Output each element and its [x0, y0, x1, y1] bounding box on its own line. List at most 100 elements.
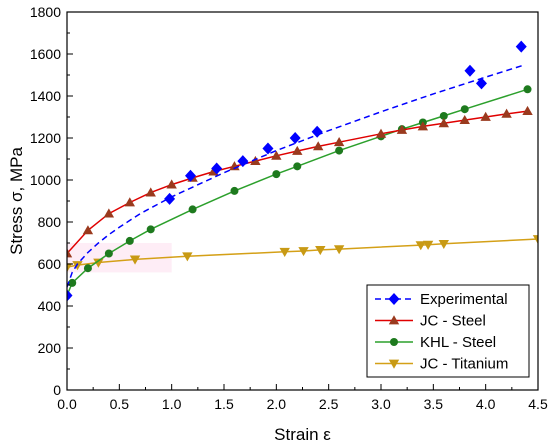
data-point: [82, 225, 94, 235]
data-point: [93, 258, 104, 268]
data-point: [298, 247, 309, 257]
data-point: [68, 278, 77, 287]
data-point: [129, 255, 141, 265]
x-tick-label: 2.0: [267, 396, 287, 412]
legend-item: JC - Steel: [375, 313, 486, 330]
data-point: [164, 192, 176, 205]
data-point: [250, 155, 261, 165]
data-point: [464, 64, 476, 77]
data-point: [438, 239, 449, 250]
x-tick-label: 3.0: [371, 396, 391, 412]
y-tick-label: 1800: [30, 4, 61, 20]
legend-item: Experimental: [375, 291, 508, 308]
y-tick-label: 0: [53, 382, 61, 398]
series-line: [67, 64, 523, 288]
data-point: [293, 162, 302, 171]
series-experimental: [67, 40, 527, 302]
y-tick-label: 1200: [30, 130, 61, 146]
x-tick-label: 4.5: [528, 396, 548, 412]
data-point: [501, 108, 512, 118]
x-tick-label: 4.0: [476, 396, 496, 412]
legend: Experimental JC - Steel KHL - Steel JC - Ti…: [366, 284, 530, 378]
series-khl-steel: [67, 85, 532, 300]
data-point: [72, 261, 83, 271]
legend-marker: [388, 315, 400, 325]
y-tick-label: 600: [38, 256, 62, 272]
data-point: [422, 240, 434, 250]
data-point: [182, 252, 193, 262]
data-point: [237, 155, 249, 168]
series-jc-steel: [67, 105, 533, 258]
data-point: [315, 246, 326, 256]
data-point: [67, 248, 73, 258]
data-point: [438, 118, 449, 128]
x-tick-label: 1.0: [162, 396, 182, 412]
series-line: [67, 110, 528, 255]
data-point: [333, 245, 345, 255]
series-layer: [67, 40, 538, 302]
legend-marker: [388, 359, 400, 369]
legend-label: JC - Titanium: [420, 356, 508, 373]
data-point: [439, 111, 448, 120]
legend-marker: [390, 338, 398, 346]
x-tick-label: 0.5: [110, 396, 130, 412]
x-axis-title: Strain ε: [274, 425, 331, 444]
data-point: [279, 247, 290, 258]
y-tick-label: 1400: [30, 88, 61, 104]
data-point: [480, 111, 491, 121]
x-tick-label: 0.0: [57, 396, 77, 412]
y-tick-label: 400: [38, 298, 62, 314]
data-point: [396, 124, 408, 134]
data-point: [230, 186, 239, 195]
data-point: [289, 132, 301, 144]
data-point: [313, 141, 324, 151]
data-point: [459, 114, 470, 125]
data-point: [67, 263, 73, 273]
data-point: [375, 128, 387, 138]
data-point: [292, 145, 303, 155]
y-tick-label: 800: [38, 214, 62, 230]
data-point: [83, 264, 92, 273]
data-point: [104, 249, 113, 258]
data-point: [523, 85, 532, 94]
data-point: [515, 40, 527, 53]
legend-marker: [388, 293, 400, 305]
data-point: [532, 235, 538, 245]
data-point: [415, 241, 426, 251]
data-point: [272, 170, 281, 179]
data-point: [166, 179, 177, 189]
data-point: [262, 142, 274, 155]
data-point: [211, 162, 223, 175]
data-point: [271, 150, 282, 160]
data-point: [475, 77, 487, 90]
data-point: [103, 208, 115, 218]
data-point: [188, 205, 197, 214]
data-point: [146, 225, 155, 234]
data-point: [335, 146, 344, 155]
legend-label: KHL - Steel: [420, 334, 496, 351]
axes-layer: 0.0 0.5 1.0 1.5 2.0 2.5 3.0 3.5 4.0 4.5 0 200 400 600…: [30, 4, 548, 412]
data-point: [185, 169, 197, 182]
x-tick-label: 2.5: [319, 396, 339, 412]
x-tick-label: 1.5: [214, 396, 234, 412]
data-point: [67, 289, 73, 302]
legend-label: Experimental: [420, 291, 508, 308]
series-jc-titanium: [67, 235, 538, 273]
data-point: [311, 125, 323, 138]
legend-item: KHL - Steel: [375, 334, 496, 351]
data-point: [460, 105, 469, 114]
legend-item: JC - Titanium: [375, 356, 508, 373]
y-axis-title: Stress σ, MPa: [7, 147, 26, 255]
data-point: [125, 236, 134, 245]
data-point: [417, 121, 429, 131]
data-point: [124, 197, 135, 207]
y-tick-label: 1600: [30, 46, 61, 62]
data-point: [333, 137, 345, 147]
data-point: [145, 187, 156, 197]
x-tick-label: 3.5: [424, 396, 444, 412]
y-tick-label: 1000: [30, 172, 61, 188]
data-point: [522, 105, 533, 116]
legend-label: JC - Steel: [420, 313, 486, 330]
